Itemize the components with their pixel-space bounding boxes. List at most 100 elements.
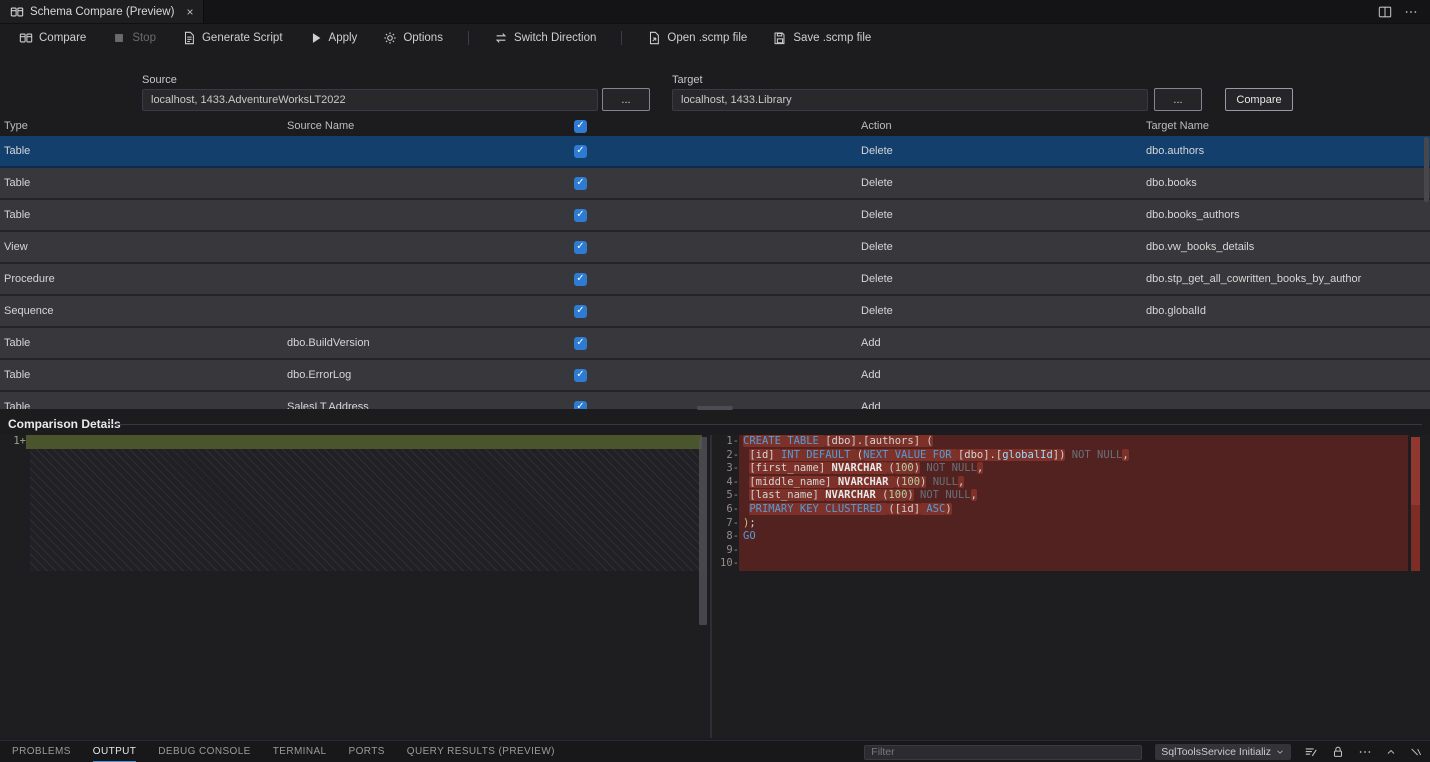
table-row[interactable]: Table ✓ Delete dbo.books_authors	[0, 200, 1430, 232]
cell-type: Table	[4, 369, 31, 381]
code-token: [dbo].[authors] (	[825, 435, 933, 447]
target-browse-button[interactable]: ...	[1154, 88, 1202, 111]
generate-script-button[interactable]: Generate Script	[171, 27, 294, 49]
table-row[interactable]: Table ✓ Delete dbo.authors	[0, 136, 1430, 168]
code-token: [middle_name]	[749, 475, 838, 488]
row-include-checkbox[interactable]: ✓	[574, 240, 587, 254]
target-code-line: 3- [first_name] NVARCHAR (100) NOT NULL,	[713, 462, 1430, 476]
panel-tab-query-results-preview-[interactable]: QUERY RESULTS (PREVIEW)	[406, 745, 555, 757]
cell-action: Delete	[861, 209, 893, 221]
tab-title: Schema Compare (Preview)	[30, 5, 175, 18]
panel-tab-problems[interactable]: PROBLEMS	[12, 745, 71, 757]
target-code-line: 7-);	[713, 516, 1430, 531]
apply-button[interactable]: Apply	[298, 27, 369, 49]
panel-more-actions-icon[interactable]	[1358, 745, 1372, 759]
line-content: [middle_name] NVARCHAR (100) NULL,	[739, 475, 1408, 490]
code-token: PRIMARY KEY CLUSTERED	[749, 502, 889, 515]
maximize-panel-icon[interactable]	[1385, 746, 1397, 758]
cell-target-name: dbo.stp_get_all_cowritten_books_by_autho…	[1146, 273, 1362, 285]
split-sash-handle[interactable]	[697, 406, 733, 410]
options-button[interactable]: Options	[372, 27, 454, 49]
target-input[interactable]	[672, 89, 1148, 111]
column-header-target-name[interactable]: Target Name	[1146, 120, 1209, 132]
split-editor-icon[interactable]	[1378, 5, 1392, 19]
left-pane-scrollbar[interactable]	[699, 437, 707, 625]
source-browse-button[interactable]: ...	[602, 88, 650, 111]
table-row[interactable]: View ✓ Delete dbo.vw_books_details	[0, 232, 1430, 264]
line-number: 3-	[726, 462, 739, 475]
cell-target-name: dbo.vw_books_details	[1146, 241, 1255, 253]
panel-tab-debug-console[interactable]: DEBUG CONSOLE	[158, 745, 251, 757]
target-diff-pane[interactable]: 1- CREATE TABLE [dbo].[authors] (2- [id] …	[713, 435, 1430, 738]
code-token: NEXT VALUE FOR	[863, 448, 958, 461]
code-token: NVARCHAR	[831, 462, 889, 475]
output-filter-input[interactable]	[864, 744, 1143, 760]
code-token: globalId	[1002, 448, 1053, 461]
table-row[interactable]: Table SalesLT.Address ✓ Add	[0, 392, 1430, 409]
compare-button[interactable]: Compare	[8, 27, 97, 49]
table-row[interactable]: Sequence ✓ Delete dbo.globalId	[0, 296, 1430, 328]
right-pane-scrollbar[interactable]	[1411, 437, 1420, 505]
row-include-checkbox[interactable]: ✓	[574, 144, 587, 158]
row-include-checkbox[interactable]: ✓	[574, 336, 587, 350]
switch-icon	[494, 31, 508, 45]
grid-rows: Table ✓ Delete dbo.authors Table ✓ Delete dbo.b…	[0, 136, 1430, 409]
code-token: )	[920, 475, 927, 488]
compare-run-button[interactable]: Compare	[1225, 88, 1293, 111]
table-row[interactable]: Table ✓ Delete dbo.books	[0, 168, 1430, 200]
row-include-checkbox[interactable]: ✓	[574, 272, 587, 286]
clear-output-icon[interactable]	[1304, 745, 1318, 759]
cell-action: Delete	[861, 145, 893, 157]
row-include-checkbox[interactable]: ✓	[574, 208, 587, 222]
panel-tab-ports[interactable]: PORTS	[348, 745, 385, 757]
save-scmp-file-button[interactable]: Save .scmp file	[762, 27, 882, 49]
open-scmp-file-button[interactable]: Open .scmp file	[636, 27, 758, 49]
cell-action: Delete	[861, 273, 893, 285]
cell-action: Delete	[861, 177, 893, 189]
source-label: Source	[142, 74, 177, 86]
code-token: [dbo].[	[957, 448, 1003, 461]
row-include-checkbox[interactable]: ✓	[574, 304, 587, 318]
panel-controls: SqlToolsService Initializ	[864, 741, 1422, 762]
cell-target-name: dbo.authors	[1146, 145, 1205, 157]
row-include-checkbox[interactable]: ✓	[574, 400, 587, 409]
row-include-checkbox[interactable]: ✓	[574, 368, 587, 382]
code-token: )	[945, 502, 952, 515]
source-input[interactable]	[142, 89, 598, 111]
diff-removed-placeholder-hatch	[30, 449, 706, 571]
code-token: [id]	[749, 448, 781, 461]
target-code-line: 8- GO	[713, 530, 1430, 544]
comparison-grid: Type Source Name ✓ Action Target Name Ta…	[0, 116, 1430, 409]
source-diff-pane[interactable]: 1+	[0, 435, 710, 738]
select-all-checkbox[interactable]: ✓	[574, 119, 587, 133]
target-code-line: 10-	[713, 557, 1430, 571]
code-token: ;	[749, 516, 756, 529]
lock-scroll-icon[interactable]	[1331, 745, 1345, 759]
code-token: NOT NULL	[920, 462, 977, 475]
line-number: 1-	[726, 435, 739, 447]
code-token: NVARCHAR	[825, 489, 883, 502]
panel-tab-output[interactable]: OUTPUT	[92, 741, 137, 762]
output-channel-select[interactable]: SqlToolsService Initializ	[1155, 744, 1291, 760]
cell-type: View	[4, 241, 28, 253]
more-actions-icon[interactable]	[1404, 5, 1418, 19]
close-panel-icon[interactable]	[1410, 746, 1422, 758]
panel-tab-terminal[interactable]: TERMINAL	[272, 745, 327, 757]
table-row[interactable]: Procedure ✓ Delete dbo.stp_get_all_cowritte…	[0, 264, 1430, 296]
table-row[interactable]: Table dbo.ErrorLog ✓ Add	[0, 360, 1430, 392]
tab-schema-compare[interactable]: Schema Compare (Preview) ×	[0, 0, 205, 23]
table-row[interactable]: Table dbo.BuildVersion ✓ Add	[0, 328, 1430, 360]
column-header-source-name[interactable]: Source Name	[287, 120, 355, 132]
close-tab-icon[interactable]: ×	[186, 4, 194, 19]
code-token: NULL	[926, 475, 958, 488]
cell-type: Table	[4, 337, 31, 349]
grid-scrollbar[interactable]	[1424, 137, 1429, 202]
switch-direction-button[interactable]: Switch Direction	[483, 27, 607, 49]
code-token: ASC	[920, 502, 946, 515]
column-header-type[interactable]: Type	[4, 120, 28, 132]
cell-type: Table	[4, 209, 31, 221]
column-header-action[interactable]: Action	[861, 120, 892, 132]
toolbar-separator	[467, 31, 469, 45]
row-include-checkbox[interactable]: ✓	[574, 176, 587, 190]
code-token: )	[907, 489, 914, 502]
